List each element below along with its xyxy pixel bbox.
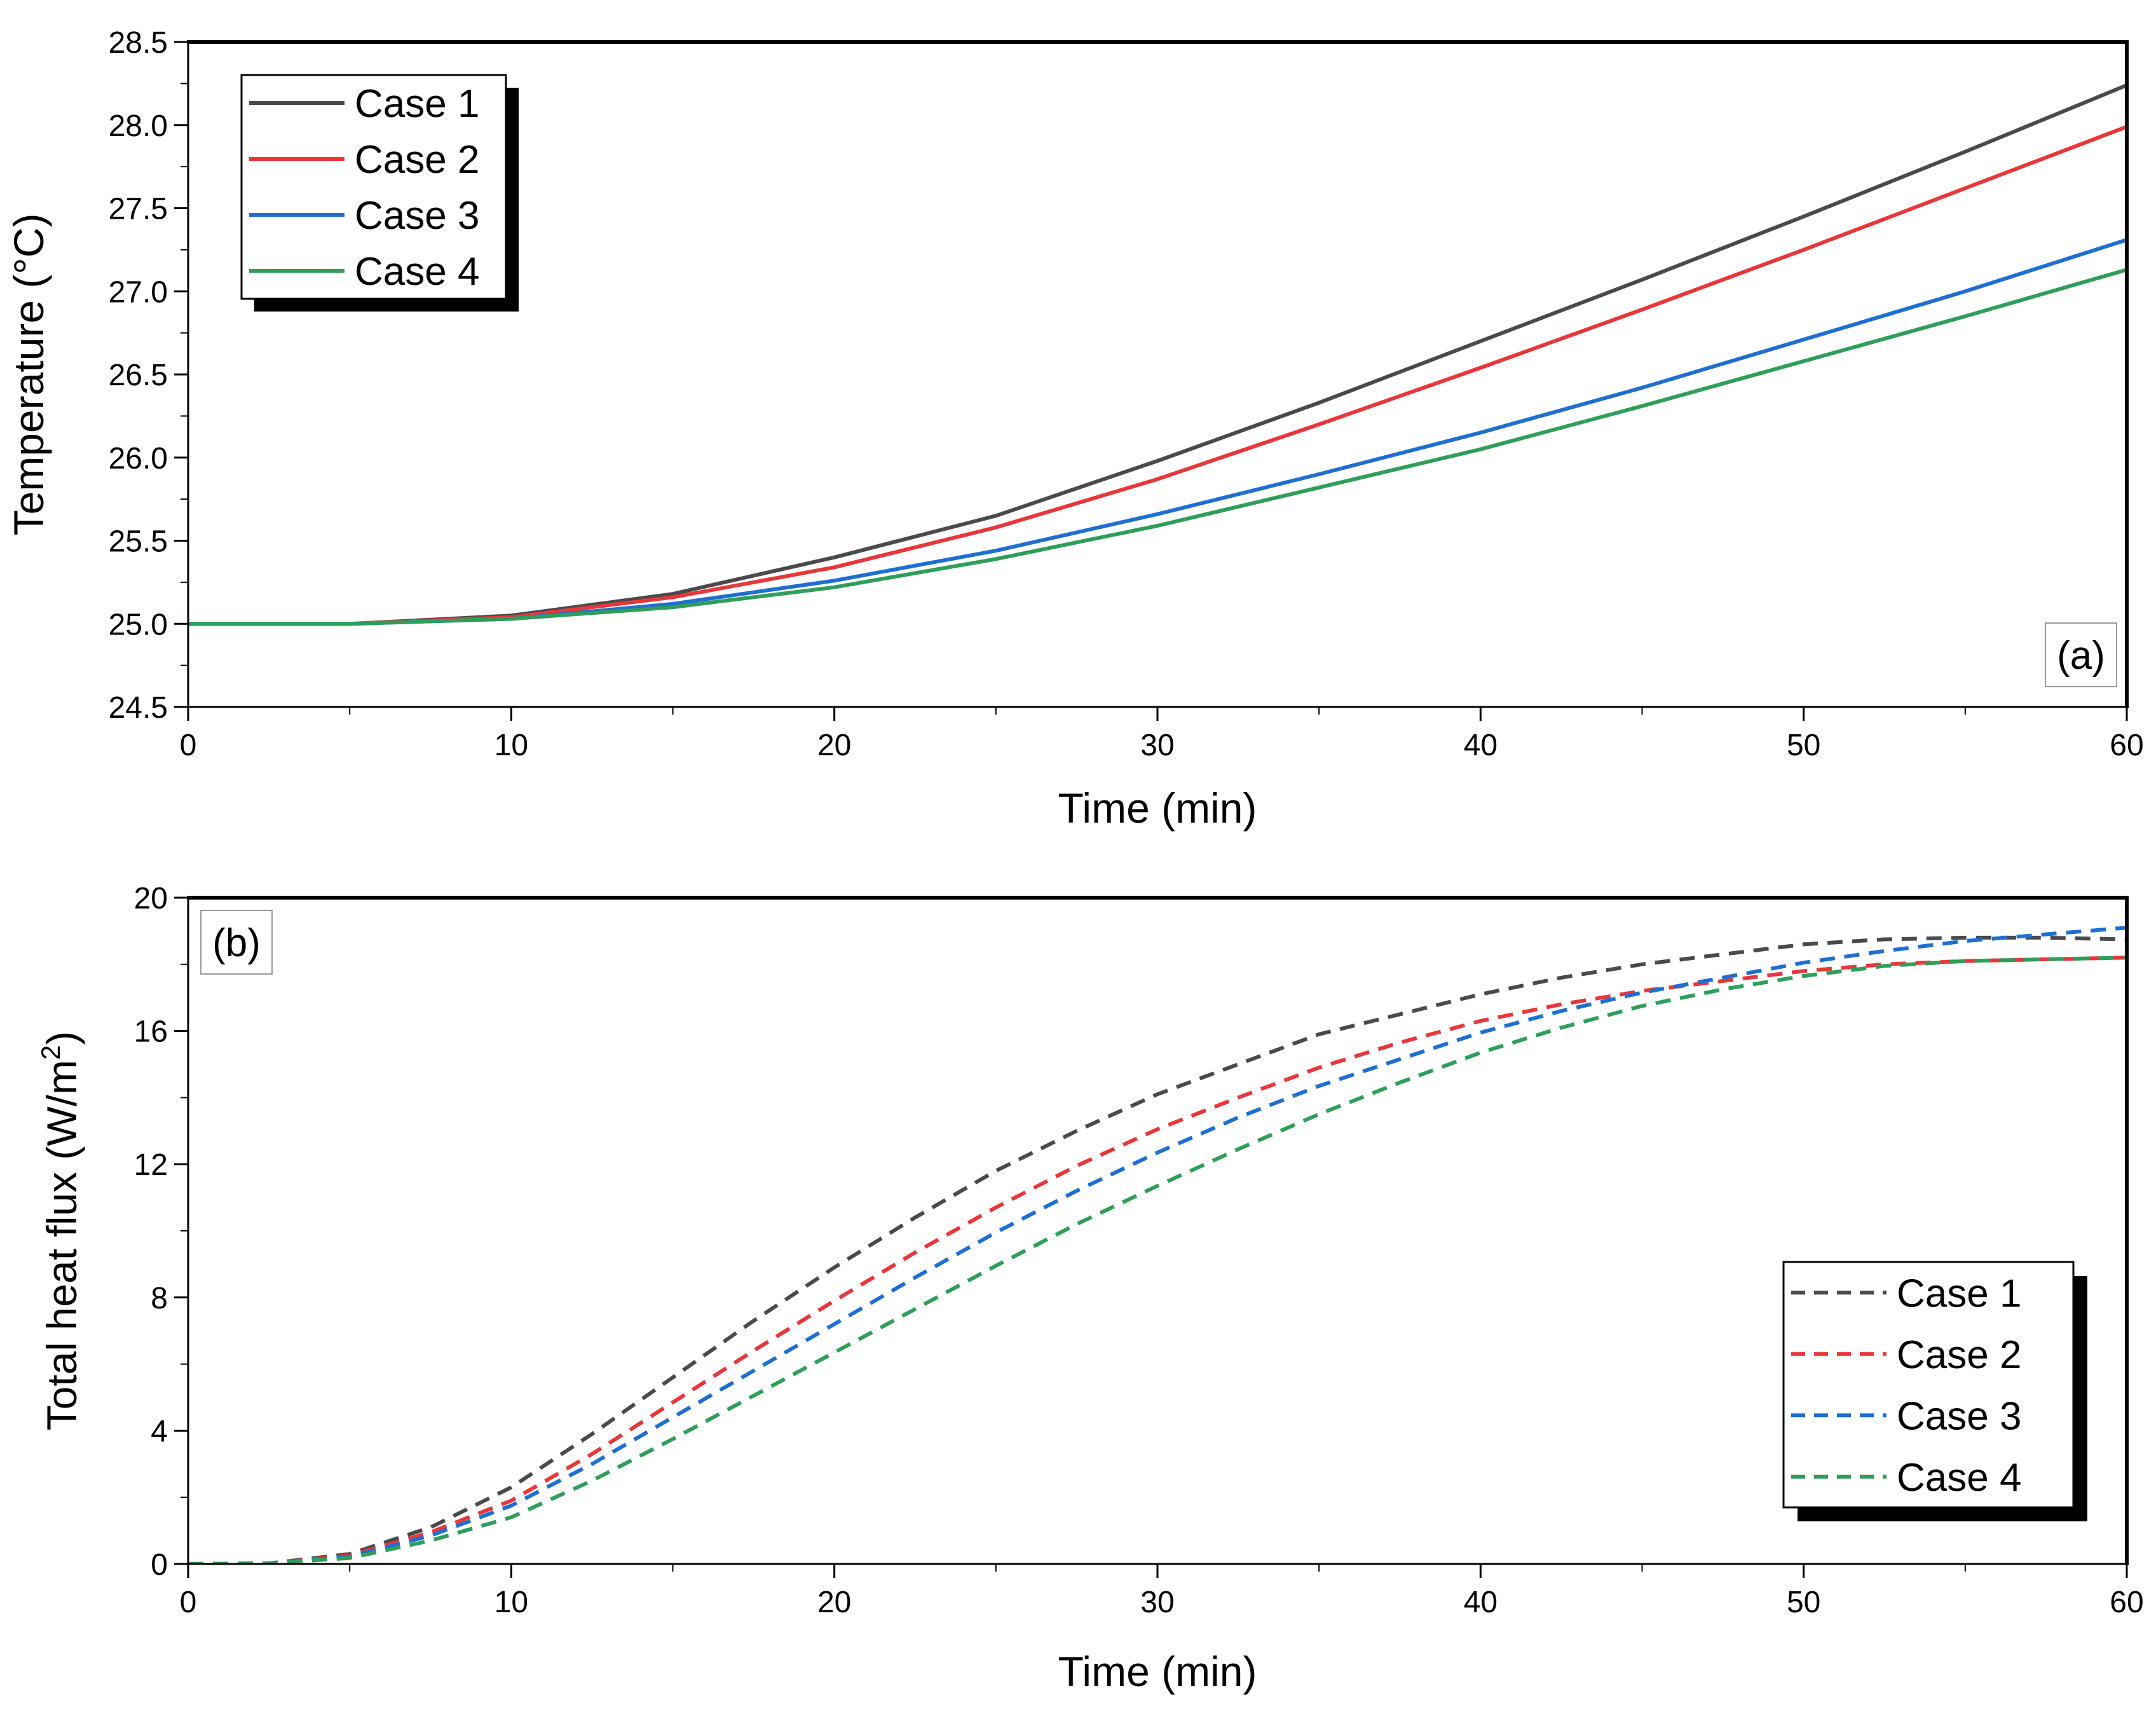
x-tick-label: 10 xyxy=(495,1586,528,1619)
y-tick-label: 0 xyxy=(151,1548,168,1582)
y-tick-label: 20 xyxy=(134,882,168,915)
series-line-case-3 xyxy=(188,926,2127,1564)
x-tick-label: 0 xyxy=(180,729,197,762)
series-group xyxy=(188,926,2127,1564)
legend-label-case-3: Case 3 xyxy=(355,194,479,238)
y-tick-label: 24.5 xyxy=(109,691,168,725)
legend-label-case-4: Case 4 xyxy=(355,250,479,294)
x-tick-label: 60 xyxy=(2110,1586,2143,1619)
y-tick-label: 4 xyxy=(151,1415,168,1448)
y-axis-title-main: Temperature (°C) xyxy=(5,214,52,536)
legend-box xyxy=(1782,1261,2075,1509)
legend: Case 1 Case 2 Case 3 Case 4 xyxy=(240,74,519,312)
panel-label: (b) xyxy=(212,921,261,965)
panel-label-box xyxy=(2045,622,2117,687)
x-axis-title: Time (min) xyxy=(1058,785,1257,832)
x-tick-label: 40 xyxy=(1464,729,1498,762)
series-line-case-4 xyxy=(188,956,2127,1564)
x-tick-label: 30 xyxy=(1140,729,1174,762)
x-tick-label: 0 xyxy=(180,1586,197,1619)
legend-label-case-1: Case 1 xyxy=(355,82,479,126)
x-tick-label: 60 xyxy=(2110,729,2143,762)
temperature-panel: 0 10 20 30 40 50 60 24.5 25.0 25.5 26.0 26.5 27.0 27.… xyxy=(5,26,2144,832)
heat-flux-panel: 0 10 20 30 40 50 60 0 4 8 12 16 20 Time (min) Total he… xyxy=(36,882,2144,1695)
y-tick-label: 28.5 xyxy=(109,26,168,60)
legend-box xyxy=(240,74,507,300)
y-tick-label: 27.0 xyxy=(109,275,168,309)
x-tick-label: 40 xyxy=(1464,1586,1498,1619)
x-tick-label: 20 xyxy=(817,729,851,762)
x-tick-label: 20 xyxy=(817,1586,851,1619)
legend: Case 1 Case 2 Case 3 Case 4 xyxy=(1782,1261,2087,1521)
x-tick-label: 50 xyxy=(1787,1586,1820,1619)
y-tick-label: 25.0 xyxy=(109,608,168,641)
series-line-case-2 xyxy=(188,956,2127,1564)
legend-label-case-3: Case 3 xyxy=(1897,1394,2021,1438)
panel-label: (a) xyxy=(2057,634,2105,678)
y-tick-label: 26.0 xyxy=(109,442,168,476)
x-tick-label: 10 xyxy=(495,729,528,762)
x-axis-title: Time (min) xyxy=(1058,1648,1257,1695)
y-axis-title: Total heat flux (W/m2) xyxy=(36,1031,85,1431)
legend-label-case-2: Case 2 xyxy=(1897,1333,2021,1377)
legend-label-case-1: Case 1 xyxy=(1897,1272,2021,1315)
x-tick-label: 30 xyxy=(1140,1586,1174,1619)
y-tick-label: 16 xyxy=(134,1015,168,1049)
y-axis-title-close: ) xyxy=(38,1031,85,1045)
series-line-case-4 xyxy=(188,268,2127,626)
panel-label-box xyxy=(200,910,273,975)
y-tick-label: 28.0 xyxy=(109,109,168,143)
y-tick-label: 25.5 xyxy=(109,525,168,559)
y-tick-label: 8 xyxy=(151,1282,168,1315)
legend-label-case-2: Case 2 xyxy=(355,138,479,182)
y-tick-label: 27.5 xyxy=(109,193,168,226)
y-axis-title-superscript: 2 xyxy=(36,1045,65,1060)
y-tick-label: 12 xyxy=(134,1148,168,1182)
legend-label-case-4: Case 4 xyxy=(1897,1456,2021,1500)
y-tick-label: 26.5 xyxy=(109,359,168,392)
x-tick-label: 50 xyxy=(1787,729,1820,762)
series-line-case-1 xyxy=(188,935,2127,1564)
y-axis-title-main: Total heat flux (W/m xyxy=(38,1060,85,1430)
series-group xyxy=(188,83,2127,626)
y-axis-title: Temperature (°C) xyxy=(5,214,52,536)
